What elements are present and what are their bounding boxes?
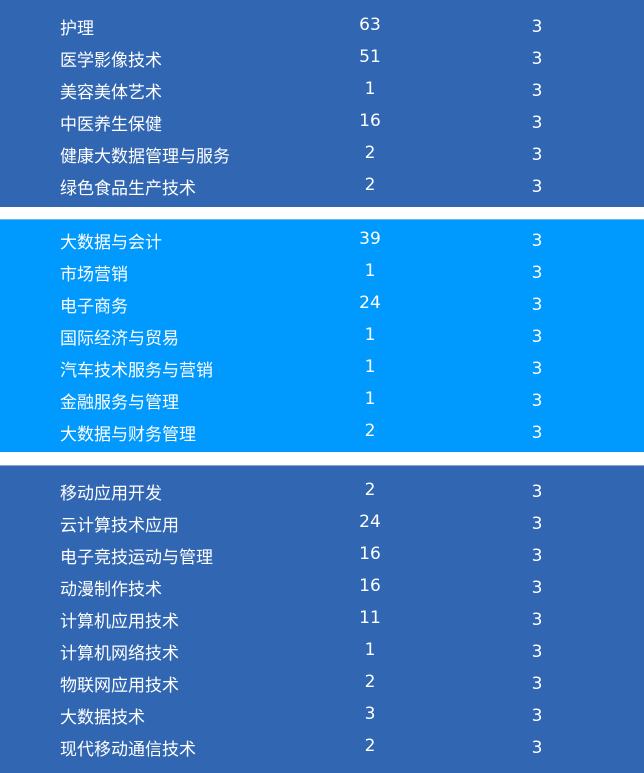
table-row: 计算机应用技术 11 3 — [0, 603, 644, 635]
major-name: 中医养生保健 — [60, 115, 162, 135]
program-years: 3 — [531, 546, 543, 566]
major-name: 移动应用开发 — [60, 484, 162, 504]
program-years: 3 — [531, 642, 543, 662]
program-years: 3 — [531, 177, 543, 197]
program-years: 3 — [531, 81, 543, 101]
enrollment-count: 1 — [364, 261, 376, 281]
enrollment-count: 2 — [364, 480, 376, 500]
major-name: 动漫制作技术 — [60, 580, 162, 600]
program-years: 3 — [531, 578, 543, 598]
major-name: 电子竞技运动与管理 — [60, 548, 213, 568]
program-years: 3 — [531, 359, 543, 379]
major-name: 美容美体艺术 — [60, 83, 162, 103]
enrollment-count: 1 — [364, 389, 376, 409]
enrollment-count: 2 — [364, 736, 376, 756]
enrollment-count: 16 — [359, 544, 381, 564]
enrollment-count: 16 — [359, 576, 381, 596]
program-years: 3 — [531, 391, 543, 411]
enrollment-count: 63 — [359, 15, 381, 35]
major-name: 金融服务与管理 — [60, 393, 179, 413]
enrollment-count: 24 — [359, 293, 381, 313]
program-years: 3 — [531, 231, 543, 251]
enrollment-count: 1 — [364, 79, 376, 99]
major-name: 大数据与会计 — [60, 233, 162, 253]
enrollment-count: 3 — [364, 704, 376, 724]
major-name: 汽车技术服务与营销 — [60, 361, 213, 381]
program-years: 3 — [531, 295, 543, 315]
table-row: 物联网应用技术 2 3 — [0, 667, 644, 699]
program-years: 3 — [531, 49, 543, 69]
major-name: 医学影像技术 — [60, 51, 162, 71]
enrollment-count: 2 — [364, 175, 376, 195]
table-row: 健康大数据管理与服务 2 3 — [0, 138, 644, 170]
major-name: 大数据技术 — [60, 708, 145, 728]
program-years: 3 — [531, 738, 543, 758]
table-row: 护理 63 3 — [0, 10, 644, 42]
table-row: 大数据与财务管理 2 3 — [0, 416, 644, 448]
program-years: 3 — [531, 706, 543, 726]
table-row: 市场营销 1 3 — [0, 256, 644, 288]
enrollment-count: 2 — [364, 143, 376, 163]
table-row: 移动应用开发 2 3 — [0, 475, 644, 507]
major-name: 国际经济与贸易 — [60, 329, 179, 349]
table-row: 金融服务与管理 1 3 — [0, 384, 644, 416]
enrollment-count: 11 — [359, 608, 381, 628]
program-years: 3 — [531, 263, 543, 283]
enrollment-count: 1 — [364, 640, 376, 660]
table-row: 动漫制作技术 16 3 — [0, 571, 644, 603]
table-row: 电子商务 24 3 — [0, 288, 644, 320]
major-name: 云计算技术应用 — [60, 516, 179, 536]
program-years: 3 — [531, 327, 543, 347]
table-row: 医学影像技术 51 3 — [0, 42, 644, 74]
table-row: 大数据技术 3 3 — [0, 699, 644, 731]
table-row: 现代移动通信技术 2 3 — [0, 731, 644, 763]
major-name: 市场营销 — [60, 265, 128, 285]
enrollment-count: 1 — [364, 325, 376, 345]
major-name: 健康大数据管理与服务 — [60, 147, 230, 167]
enrollment-count: 2 — [364, 421, 376, 441]
group-1: 护理 63 3 医学影像技术 51 3 美容美体艺术 1 3 中医养生保健 16 3 健康大数据管理与服… — [0, 0, 644, 207]
table-row: 中医养生保健 16 3 — [0, 106, 644, 138]
major-name: 物联网应用技术 — [60, 676, 179, 696]
major-name: 现代移动通信技术 — [60, 740, 196, 760]
program-years: 3 — [531, 674, 543, 694]
program-years: 3 — [531, 423, 543, 443]
major-name: 电子商务 — [60, 297, 128, 317]
major-name: 护理 — [60, 19, 94, 39]
enrollment-count: 1 — [364, 357, 376, 377]
table-row: 云计算技术应用 24 3 — [0, 507, 644, 539]
major-name: 计算机网络技术 — [60, 644, 179, 664]
group-2: 大数据与会计 39 3 市场营销 1 3 电子商务 24 3 国际经济与贸易 1 3 汽车技术服务与营销… — [0, 219, 644, 452]
major-name: 计算机应用技术 — [60, 612, 179, 632]
program-years: 3 — [531, 17, 543, 37]
table-row: 国际经济与贸易 1 3 — [0, 320, 644, 352]
program-years: 3 — [531, 514, 543, 534]
program-years: 3 — [531, 482, 543, 502]
table-row: 计算机网络技术 1 3 — [0, 635, 644, 667]
table-row: 电子竞技运动与管理 16 3 — [0, 539, 644, 571]
table-row: 美容美体艺术 1 3 — [0, 74, 644, 106]
table-row: 汽车技术服务与营销 1 3 — [0, 352, 644, 384]
major-name: 大数据与财务管理 — [60, 425, 196, 445]
program-years: 3 — [531, 113, 543, 133]
major-name: 绿色食品生产技术 — [60, 179, 196, 199]
table-row: 绿色食品生产技术 2 3 — [0, 170, 644, 202]
enrollment-count: 16 — [359, 111, 381, 131]
group-3: 移动应用开发 2 3 云计算技术应用 24 3 电子竞技运动与管理 16 3 动漫制作技术 16 3 计… — [0, 465, 644, 773]
enrollment-count: 39 — [359, 229, 381, 249]
enrollment-count: 51 — [359, 47, 381, 67]
table-row: 大数据与会计 39 3 — [0, 224, 644, 256]
program-years: 3 — [531, 145, 543, 165]
enrollment-count: 2 — [364, 672, 376, 692]
program-years: 3 — [531, 610, 543, 630]
enrollment-count: 24 — [359, 512, 381, 532]
